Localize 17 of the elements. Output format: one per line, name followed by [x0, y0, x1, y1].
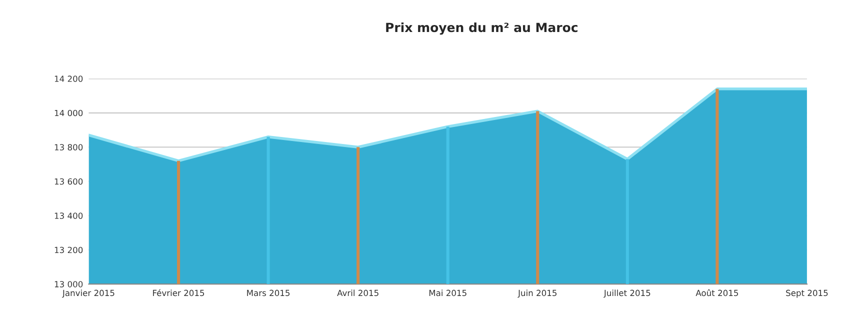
- y-tick-label: 13 200: [54, 246, 83, 254]
- x-tick-label: Sept 2015: [786, 290, 828, 298]
- y-tick-label: 13 000: [54, 281, 83, 288]
- x-tick-label: Avril 2015: [337, 290, 378, 296]
- y-tick-label: 14 200: [54, 76, 83, 82]
- x-tick-label: Août 2015: [696, 289, 738, 296]
- x-tick-label: Mai 2015: [429, 290, 466, 296]
- x-tick-label: Février 2015: [153, 289, 204, 296]
- y-tick-label: 13 400: [54, 212, 83, 219]
- x-tick-label: Juillet 2015: [604, 290, 650, 298]
- y-tick-label: 14 000: [54, 110, 83, 116]
- y-tick-label: 13 600: [54, 178, 83, 185]
- y-tick-label: 13 800: [54, 144, 83, 150]
- x-tick-label: Janvier 2015: [62, 290, 114, 298]
- x-tick-label: Mars 2015: [247, 290, 290, 296]
- x-tick-label: Juin 2015: [518, 290, 556, 298]
- chart-title: Prix moyen du m² au Maroc: [386, 22, 578, 35]
